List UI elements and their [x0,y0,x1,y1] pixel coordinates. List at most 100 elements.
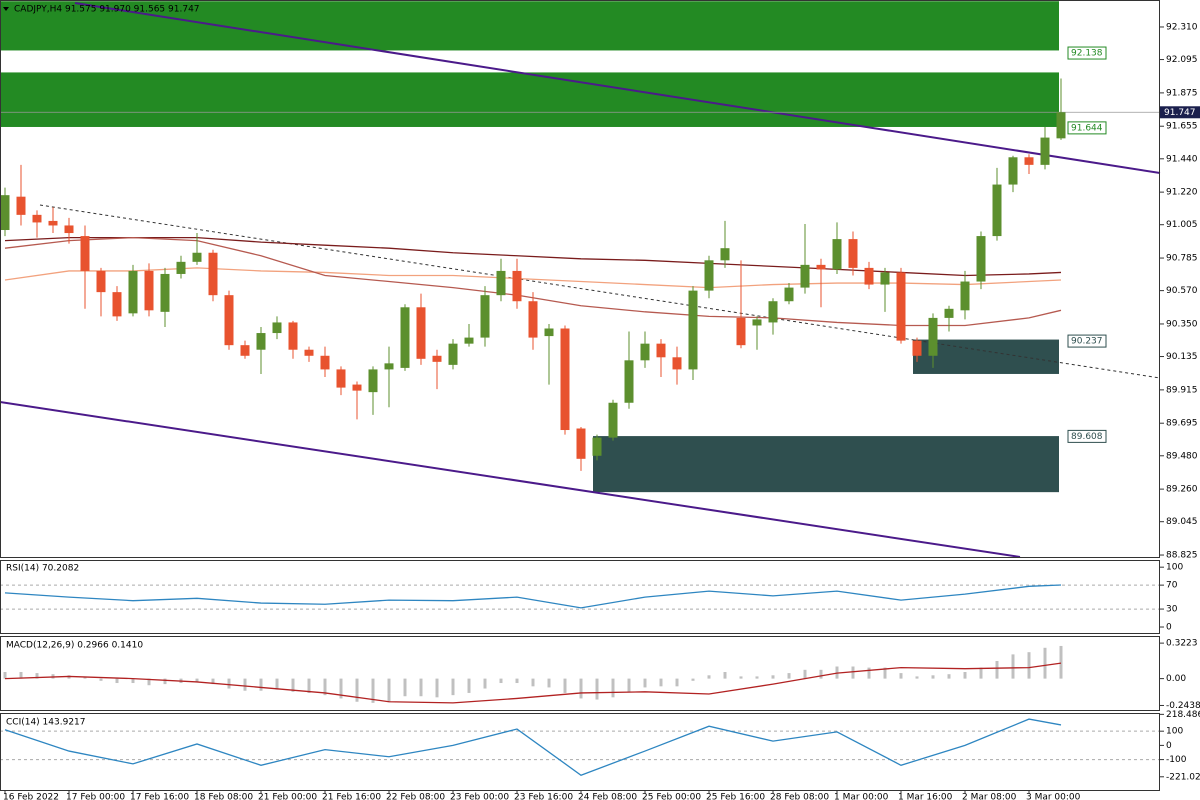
macd-bar [723,672,727,679]
macd-bar [1043,647,1047,679]
macd-bar [499,678,503,684]
y-tick-label: 89.695 [1166,419,1198,429]
zone-level-box [1067,429,1107,443]
macd-bar [707,675,711,679]
macd-bar [1059,645,1063,679]
y-tick-label: 89.045 [1166,517,1198,527]
macd-bar [643,678,647,688]
candle-body [96,270,106,293]
x-tick-label: 1 Mar 00:00 [834,793,889,800]
candle-body [624,360,634,403]
y-tick-label: -0.2438 [1166,701,1200,711]
candle-body [416,307,426,359]
zone-level-box [1067,334,1107,348]
macd-title: MACD(12,26,9) 0.2966 0.1410 [6,641,143,651]
candle-body [640,343,650,361]
y-tick-label: 90.785 [1166,254,1198,264]
y-tick-label: 91.440 [1166,154,1198,164]
zone [1,1,1059,51]
rsi-title: RSI(14) 70.2082 [6,564,79,574]
macd-bar [755,676,759,679]
candle-body [880,272,890,285]
candle-body [528,301,538,338]
y-tick-label: -100 [1166,755,1187,765]
candle-body [256,333,266,350]
x-tick-label: 18 Feb 08:00 [194,793,253,800]
y-tick-label: 92.310 [1166,22,1198,32]
x-tick-label: 22 Feb 08:00 [386,793,445,800]
macd-bar [515,678,519,684]
y-tick-label: 89.480 [1166,451,1198,461]
candle-body [176,261,186,274]
candle-body [704,260,714,291]
candle-body [912,340,922,356]
candle-body [64,225,74,234]
candle-body [144,270,154,311]
macd-bar [659,678,663,687]
macd-bar [275,678,279,690]
channel-lower [0,401,1021,558]
candle-body [976,236,986,282]
y-tick-label: -221.0264 [1166,772,1200,782]
macd-bar [803,669,807,679]
macd-bar [19,672,23,679]
candle-body [816,264,826,270]
channel-upper [74,2,1161,174]
x-tick-label: 3 Mar 00:00 [1026,793,1081,800]
candle-body [1040,137,1050,165]
macd-panel [0,636,1160,711]
y-tick-label: 90.135 [1166,352,1198,362]
macd-bar [995,660,999,679]
macd-bar [211,678,215,685]
candle-body [224,295,234,346]
candle-body [736,317,746,346]
candle-body [1056,112,1066,139]
x-tick-label: 21 Feb 00:00 [258,793,317,800]
candle-body [320,355,330,370]
cci-title: CCI(14) 143.9217 [6,718,86,728]
x-tick-label: 25 Feb 16:00 [706,793,765,800]
candle-body [352,384,362,391]
macd-bar [563,678,567,693]
candle-body [944,308,954,318]
macd-bar [467,678,471,693]
candle-body [864,267,874,285]
candle-body [1008,157,1018,185]
x-tick-label: 25 Feb 00:00 [642,793,701,800]
candle-body [304,349,314,356]
candle-body [384,363,394,370]
moving-average [4,236,1062,327]
y-tick-label: 100 [1166,727,1183,737]
macd-bar [131,678,135,684]
menu-arrow[interactable] [3,7,9,11]
candle-body [512,270,522,302]
macd-bar [371,678,375,703]
macd-signal [4,662,1062,704]
y-tick-label: 0.3223 [1166,639,1198,649]
last-price-label: 91.747 [1164,108,1196,118]
candle-body [608,402,618,438]
zones [1,1,1059,493]
macd-bar [163,678,167,685]
macd-bar [1011,654,1015,679]
candle-body [560,328,570,431]
y-tick-label: 218.4869 [1166,710,1200,720]
macd-bar [579,678,583,699]
indicator-line [4,584,1062,609]
macd-bar [531,678,535,687]
trendlines [0,2,1161,558]
candle-body [80,236,90,271]
candle-body [992,184,1002,237]
y-tick-label: 0 [1166,741,1172,751]
zone-level-label: 92.138 [1071,49,1103,59]
y-tick-label: 91.875 [1166,88,1198,98]
zone-level-box [1067,46,1107,60]
macd-bar [1027,652,1031,679]
zone-level-label: 90.237 [1071,337,1103,347]
y-tick-label: 70 [1166,581,1178,591]
macd-bar [259,678,263,691]
y-tick-label: 0.00 [1166,674,1186,684]
macd-bar [243,678,247,691]
